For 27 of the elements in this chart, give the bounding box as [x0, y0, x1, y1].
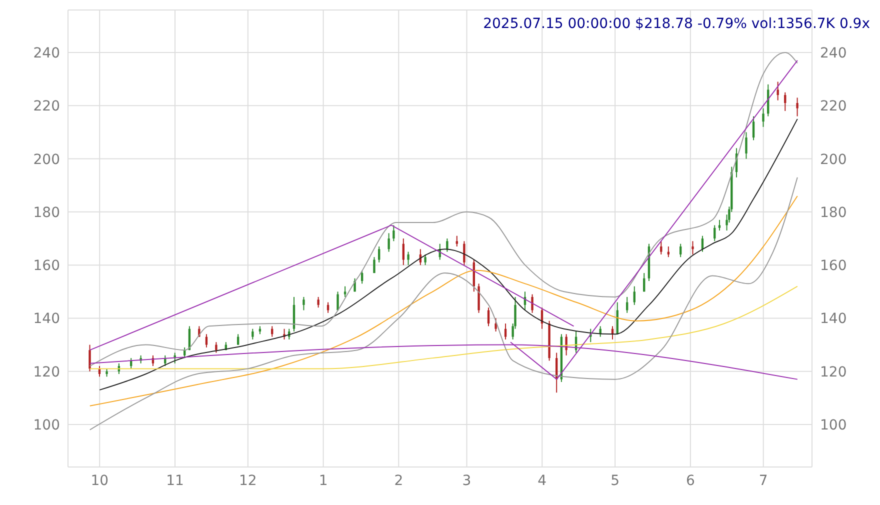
- x-tick-label: 1: [318, 472, 328, 489]
- y-tick-label: 120: [33, 364, 60, 380]
- text: 2025.07.15 00:00:00 $218.78 -0.79% vol:1356.7K 0.9x: [483, 16, 870, 32]
- x-tick-label: 7: [758, 472, 768, 489]
- y2-tick-label: 200: [820, 152, 847, 168]
- y-tick-label: 240: [33, 45, 60, 62]
- x-tick-label: 4: [538, 472, 547, 489]
- y-tick-label: 140: [33, 311, 60, 328]
- y-tick-label: 160: [33, 258, 60, 274]
- y-tick-label: 180: [33, 204, 60, 221]
- y2-tick-label: 220: [820, 98, 847, 115]
- y2-tick-label: 160: [820, 258, 847, 274]
- y-tick-label: 200: [33, 152, 60, 168]
- x-tick-label: 6: [686, 472, 695, 489]
- x-tick-label: 10: [90, 472, 109, 489]
- y2-tick-label: 180: [820, 204, 847, 221]
- y2-tick-label: 240: [820, 45, 847, 62]
- y-tick-label: 220: [33, 98, 60, 115]
- y-tick-label: 100: [33, 417, 60, 434]
- x-tick-label: 3: [462, 472, 472, 489]
- x-tick-label: 12: [239, 472, 257, 489]
- x-tick-label: 11: [166, 472, 184, 489]
- x-tick-label: 2: [394, 472, 404, 489]
- y2-tick-label: 100: [820, 417, 847, 434]
- y2-tick-label: 120: [820, 364, 847, 380]
- y2-tick-label: 140: [820, 311, 847, 328]
- x-tick-label: 5: [610, 472, 620, 489]
